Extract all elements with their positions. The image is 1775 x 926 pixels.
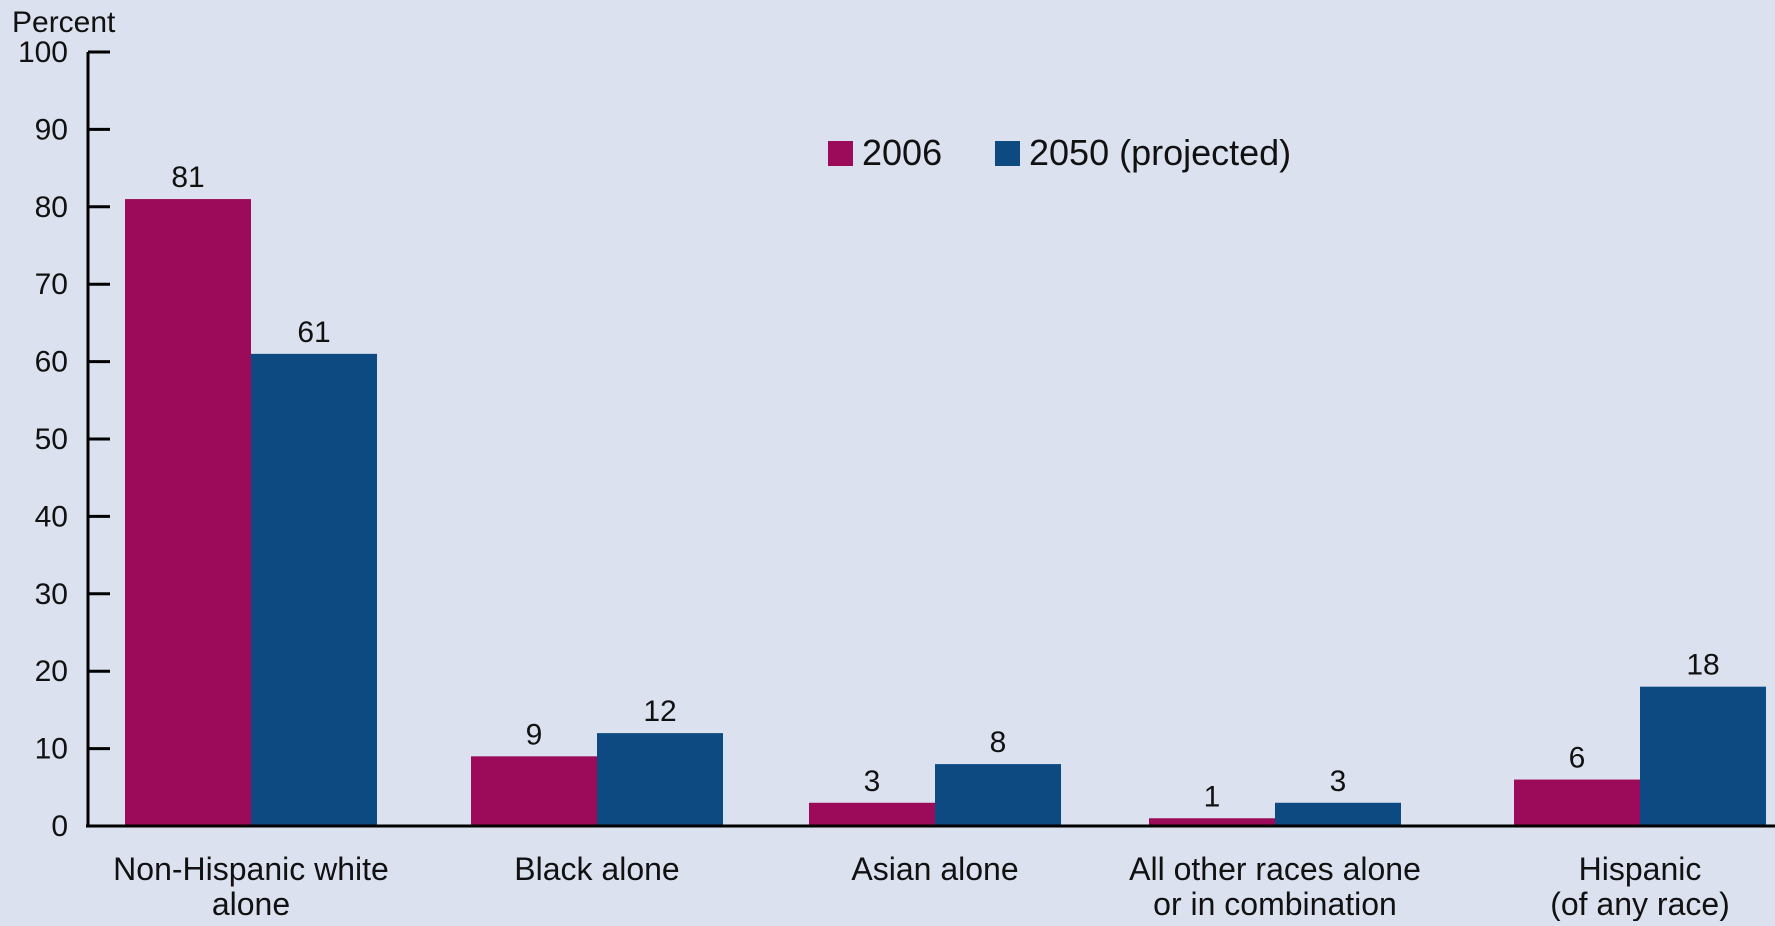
bar-2050-0 [251, 353, 377, 826]
data-label: 1 [1204, 780, 1221, 813]
bar-2050-3 [1275, 802, 1401, 826]
y-tick-label: 10 [35, 733, 68, 766]
category-label: Non-Hispanic white [113, 851, 389, 887]
bar-2006-4 [1514, 779, 1640, 826]
category-label: (of any race) [1550, 886, 1730, 921]
y-tick-label: 70 [35, 268, 68, 301]
y-tick-label: 90 [35, 113, 68, 146]
bar-2050-4 [1640, 686, 1766, 826]
data-label: 8 [990, 726, 1007, 759]
bars [125, 199, 1766, 826]
data-label: 3 [1330, 765, 1347, 798]
legend-swatch [995, 141, 1020, 166]
y-tick-label: 40 [35, 500, 68, 533]
y-tick-label: 60 [35, 346, 68, 379]
data-label: 81 [171, 161, 204, 194]
data-label: 9 [526, 718, 543, 751]
y-axis-ticks: 0 10 20 30 40 50 60 70 80 90 100 [18, 36, 110, 843]
data-label: 18 [1686, 649, 1719, 682]
bar-2006-0 [125, 199, 251, 826]
data-label: 3 [864, 765, 881, 798]
bar-2050-1 [597, 733, 723, 826]
legend-swatch [828, 141, 853, 166]
category-label: All other races alone [1129, 851, 1421, 887]
bar-2006-3 [1149, 818, 1275, 826]
bar-2050-2 [935, 764, 1061, 826]
y-tick-label: 0 [51, 810, 68, 843]
y-tick-label: 20 [35, 655, 68, 688]
bar-2006-2 [809, 802, 935, 826]
y-tick-label: 80 [35, 191, 68, 224]
y-tick-label: 50 [35, 423, 68, 456]
y-axis-title: Percent [12, 6, 116, 39]
category-label: Asian alone [851, 851, 1018, 887]
data-label: 61 [297, 316, 330, 349]
legend-label: 2006 [862, 132, 942, 173]
legend: 2006 2050 (projected) [828, 132, 1291, 173]
bar-2006-1 [471, 756, 597, 826]
legend-label: 2050 (projected) [1029, 132, 1291, 173]
y-tick-label: 30 [35, 578, 68, 611]
y-tick-label: 100 [18, 36, 68, 69]
category-label: Black alone [514, 851, 679, 887]
category-label: or in combination [1153, 886, 1397, 921]
data-label: 12 [643, 695, 676, 728]
data-label: 6 [1569, 742, 1586, 775]
category-label: alone [212, 886, 290, 921]
category-label: Hispanic [1579, 851, 1702, 887]
